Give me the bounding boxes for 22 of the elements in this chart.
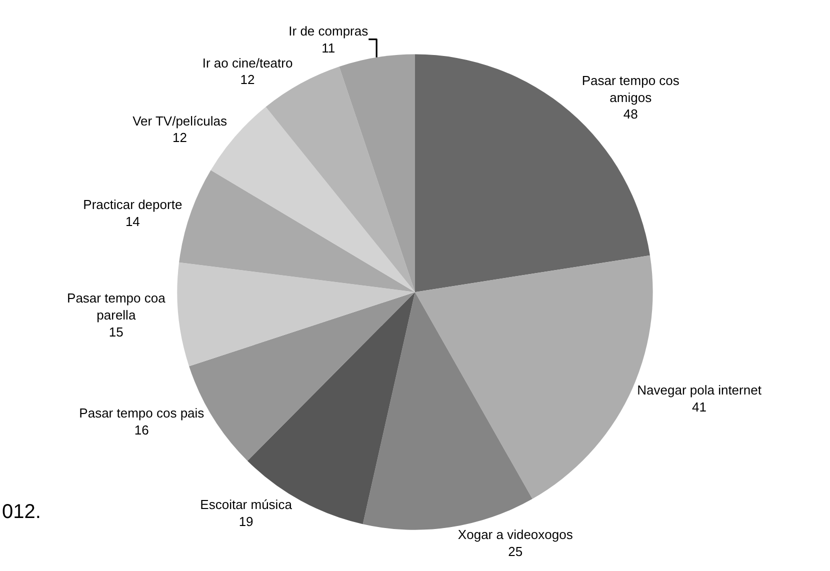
- text: 012.: [2, 501, 41, 523]
- slice-label: Ver TV/películas: [132, 113, 228, 128]
- slice-label: Pasar tempo cos amigos: [582, 72, 680, 105]
- slice-label: Escoitar música: [200, 496, 293, 512]
- slice-label: Ir de compras: [288, 23, 369, 38]
- data-label: 25: [508, 544, 523, 559]
- data-label: 12: [172, 130, 188, 146]
- slice-label: Pasar tempo cos pais: [79, 405, 205, 420]
- data-label: 14: [125, 214, 140, 229]
- data-label: 48: [623, 106, 638, 122]
- data-label: 11: [322, 40, 336, 56]
- data-label: 12: [240, 72, 255, 88]
- slice-label: Practicar deporte: [83, 196, 182, 212]
- pie-slice: [362, 292, 532, 530]
- data-label: 15: [108, 324, 124, 340]
- slice-label: Xogar a videoxogos: [458, 526, 574, 542]
- data-label: 41: [692, 399, 707, 414]
- data-label: 16: [134, 422, 149, 438]
- slice-label: Pasar tempo coa parella: [67, 290, 166, 323]
- data-label: 19: [238, 514, 254, 529]
- slice-label: Navegar pola internet: [637, 382, 762, 398]
- slice-label: Ir ao cine/teatro: [202, 55, 293, 70]
